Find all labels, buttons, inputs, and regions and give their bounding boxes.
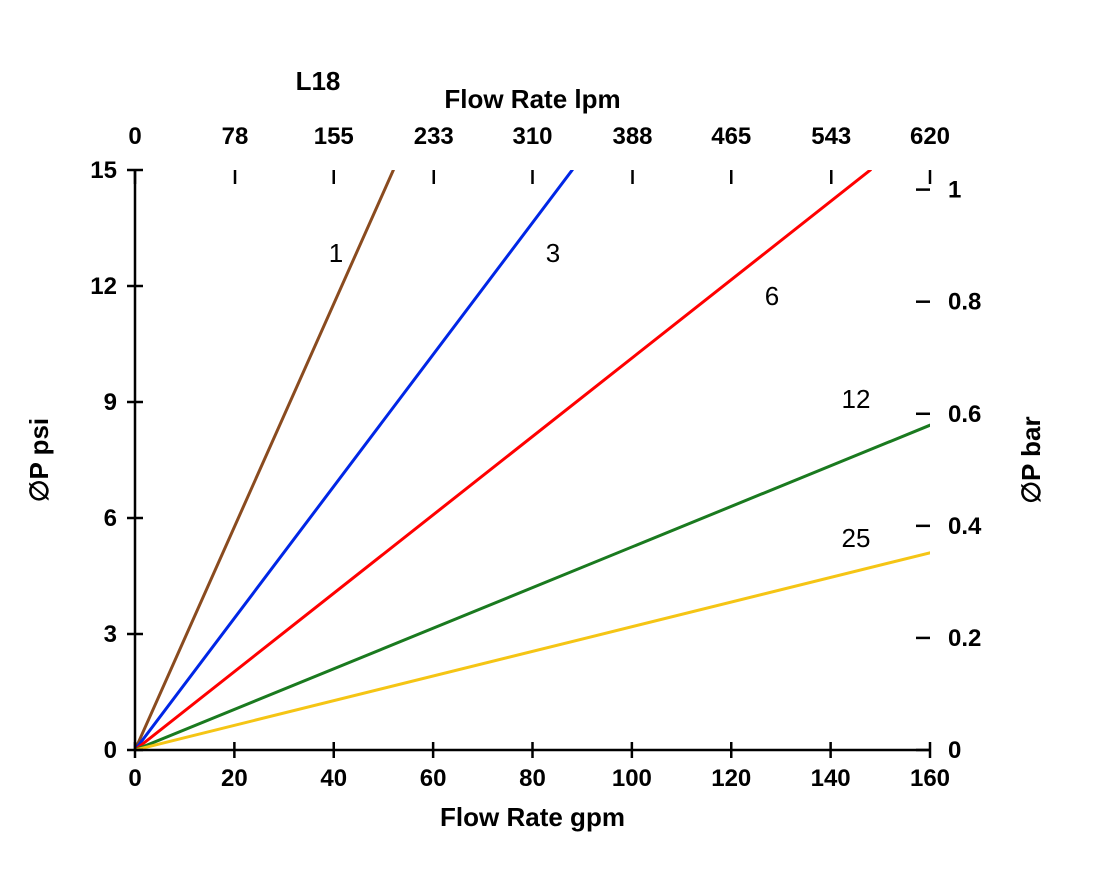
- ytick-label-left: 0: [104, 737, 117, 764]
- xtick-label-top: 465: [711, 123, 751, 150]
- ytick-label-right: 0.6: [948, 401, 981, 428]
- series-label-12: 12: [842, 384, 871, 414]
- series-label-3: 3: [546, 238, 560, 268]
- series-label-25: 25: [842, 523, 871, 553]
- pressure-flow-chart: 020406080100120140160Flow Rate gpm036912…: [0, 0, 1096, 878]
- ytick-label-right: 1: [948, 177, 961, 204]
- chart-model-title: L18: [296, 66, 341, 96]
- xtick-label-bottom: 120: [711, 765, 751, 792]
- ytick-label-left: 3: [104, 621, 117, 648]
- ytick-label-right: 0.4: [948, 513, 982, 540]
- xtick-label-bottom: 100: [612, 765, 652, 792]
- xtick-label-bottom: 160: [910, 765, 950, 792]
- xtick-label-top: 0: [128, 123, 141, 150]
- ytick-label-left: 6: [104, 505, 117, 532]
- xtick-label-bottom: 60: [420, 765, 447, 792]
- xtick-label-top: 388: [612, 123, 652, 150]
- ytick-label-right: 0.8: [948, 289, 981, 316]
- ytick-label-right: 0: [948, 737, 961, 764]
- xtick-label-bottom: 20: [221, 765, 248, 792]
- xtick-label-bottom: 0: [128, 765, 141, 792]
- x-axis-label-top: Flow Rate lpm: [444, 84, 620, 114]
- xtick-label-top: 620: [910, 123, 950, 150]
- ytick-label-right: 0.2: [948, 625, 981, 652]
- x-axis-label-bottom: Flow Rate gpm: [440, 802, 625, 832]
- xtick-label-bottom: 140: [811, 765, 851, 792]
- xtick-label-top: 233: [414, 123, 454, 150]
- series-label-1: 1: [329, 238, 343, 268]
- chart-container: 020406080100120140160Flow Rate gpm036912…: [0, 0, 1096, 878]
- y-axis-label-right: ∅P bar: [1016, 416, 1046, 503]
- ytick-label-left: 9: [104, 389, 117, 416]
- xtick-label-bottom: 40: [320, 765, 347, 792]
- series-label-6: 6: [765, 281, 779, 311]
- xtick-label-top: 543: [811, 123, 851, 150]
- xtick-label-top: 78: [222, 123, 249, 150]
- ytick-label-left: 12: [90, 273, 117, 300]
- ytick-label-left: 15: [90, 157, 117, 184]
- y-axis-label-left: ∅P psi: [24, 418, 54, 502]
- xtick-label-bottom: 80: [519, 765, 546, 792]
- xtick-label-top: 155: [314, 123, 354, 150]
- xtick-label-top: 310: [512, 123, 552, 150]
